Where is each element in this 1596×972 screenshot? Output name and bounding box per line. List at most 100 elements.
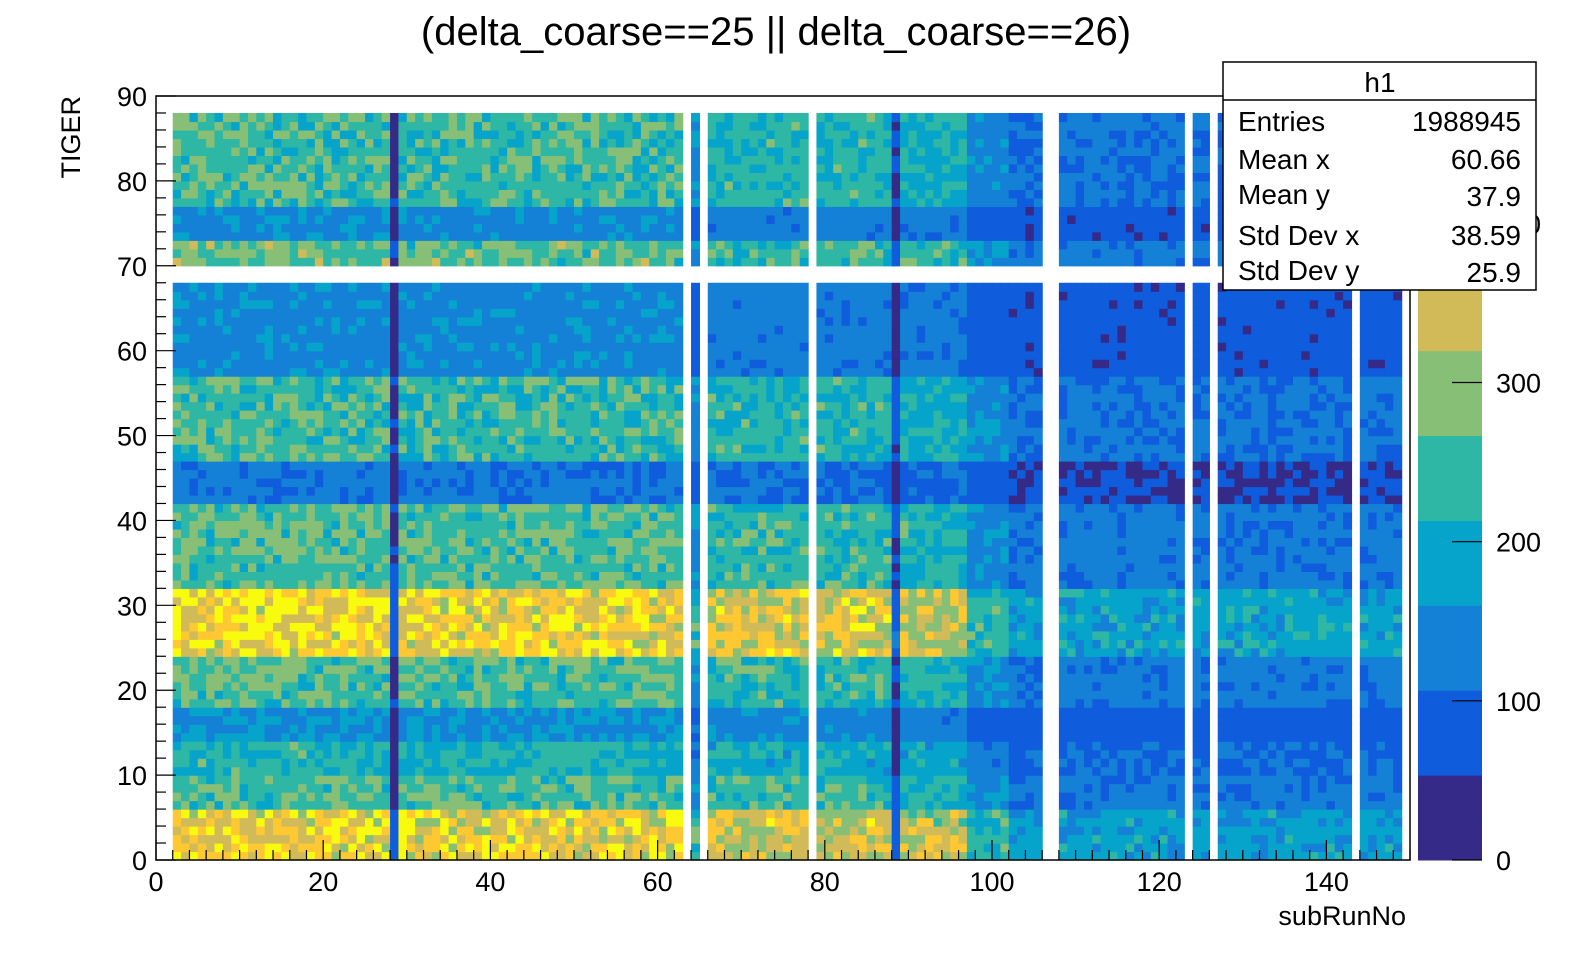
heatmap-cell [381,486,391,496]
heatmap-cell [189,316,199,326]
heatmap-cell [465,537,475,547]
heatmap-cell [423,571,433,581]
heatmap-cell [590,325,600,335]
heatmap-cell [323,350,333,360]
heatmap-cell [306,554,316,564]
heatmap-cell [649,121,659,131]
heatmap-cell [239,571,249,581]
heatmap-cell [456,231,466,241]
heatmap-cell [172,452,182,462]
heatmap-cell [172,656,182,666]
heatmap-cell [482,698,491,708]
heatmap-cell [273,826,282,836]
heatmap-cell [256,698,266,708]
heatmap-cell [247,401,257,411]
heatmap-cell [423,817,433,827]
heatmap-cell [490,214,500,224]
heatmap-cell [181,189,191,199]
heatmap-cell [632,596,642,606]
heatmap-cell [381,461,391,471]
heatmap-cell [339,622,349,632]
heatmap-cell [189,240,199,250]
heatmap-cell [440,376,450,386]
heatmap-cell [473,494,483,505]
heatmap-cell [523,410,533,420]
heatmap-cell [331,749,341,759]
heatmap-cell [482,121,491,131]
heatmap-cell [222,724,232,734]
heatmap-cell [523,554,533,564]
heatmap-cell [649,800,659,810]
heatmap-cell [264,393,274,403]
heatmap-cell [590,851,600,861]
heatmap-cell [247,180,257,190]
heatmap-cell [515,775,525,785]
heatmap-cell [373,325,383,335]
heatmap-cell [365,393,374,403]
heatmap-cell [239,308,249,318]
heatmap-cell [181,393,191,403]
heatmap-cell [222,308,232,318]
heatmap-cell [431,834,441,844]
heatmap-cell [390,325,400,335]
heatmap-cell [356,376,366,386]
heatmap-cell [565,410,575,420]
heatmap-cell [339,350,349,360]
heatmap-cell [490,350,500,360]
heatmap-cell [247,384,257,394]
heatmap-cell [507,410,517,420]
heatmap-cell [615,333,625,343]
heatmap-cell [624,809,634,819]
heatmap-cell [574,579,583,589]
heatmap-cell [214,435,224,445]
heatmap-cell [323,367,333,377]
heatmap-cell [465,579,475,589]
heatmap-cell [440,656,450,666]
heatmap-cell [281,376,291,386]
heatmap-cell [482,461,491,471]
heatmap-cell [582,384,592,394]
heatmap-cell [331,308,341,318]
heatmap-cell [465,783,475,793]
heatmap-cell [523,248,533,258]
heatmap-cell [515,325,525,335]
heatmap-cell [582,180,592,190]
heatmap-cell [314,342,324,352]
heatmap-cell [264,537,274,547]
heatmap-cell [515,656,525,666]
heatmap-cell [456,494,466,505]
heatmap-cell [515,138,525,148]
heatmap-cell [640,121,650,131]
heatmap-cell [431,486,441,496]
heatmap-cell [574,800,583,810]
heatmap-cell [206,571,216,581]
heatmap-cell [473,724,483,734]
heatmap-cell [548,656,558,666]
heatmap-cell [440,478,450,488]
heatmap-cell [339,613,349,623]
heatmap-cell [189,741,199,751]
heatmap-cell [565,766,575,776]
heatmap-cell [189,749,199,759]
heatmap-cell [314,146,324,157]
heatmap-cell [348,732,358,742]
heatmap-cell [548,511,558,522]
heatmap-cell [256,664,266,674]
heatmap-cell [615,240,625,250]
heatmap-cell [456,749,466,759]
heatmap-cell [231,766,241,776]
heatmap-cell [314,325,324,335]
heatmap-cell [247,732,257,742]
heatmap-cell [214,503,224,513]
heatmap-cell [498,758,508,768]
heatmap-cell [172,647,182,657]
heatmap-cell [473,639,483,649]
heatmap-cell [339,155,349,165]
heatmap-cell [189,367,199,377]
heatmap-cell [540,129,550,140]
heatmap-cell [415,333,425,343]
heatmap-cell [640,775,650,785]
heatmap-cell [532,613,542,623]
heatmap-cell [331,121,341,131]
heatmap-cell [331,197,341,207]
